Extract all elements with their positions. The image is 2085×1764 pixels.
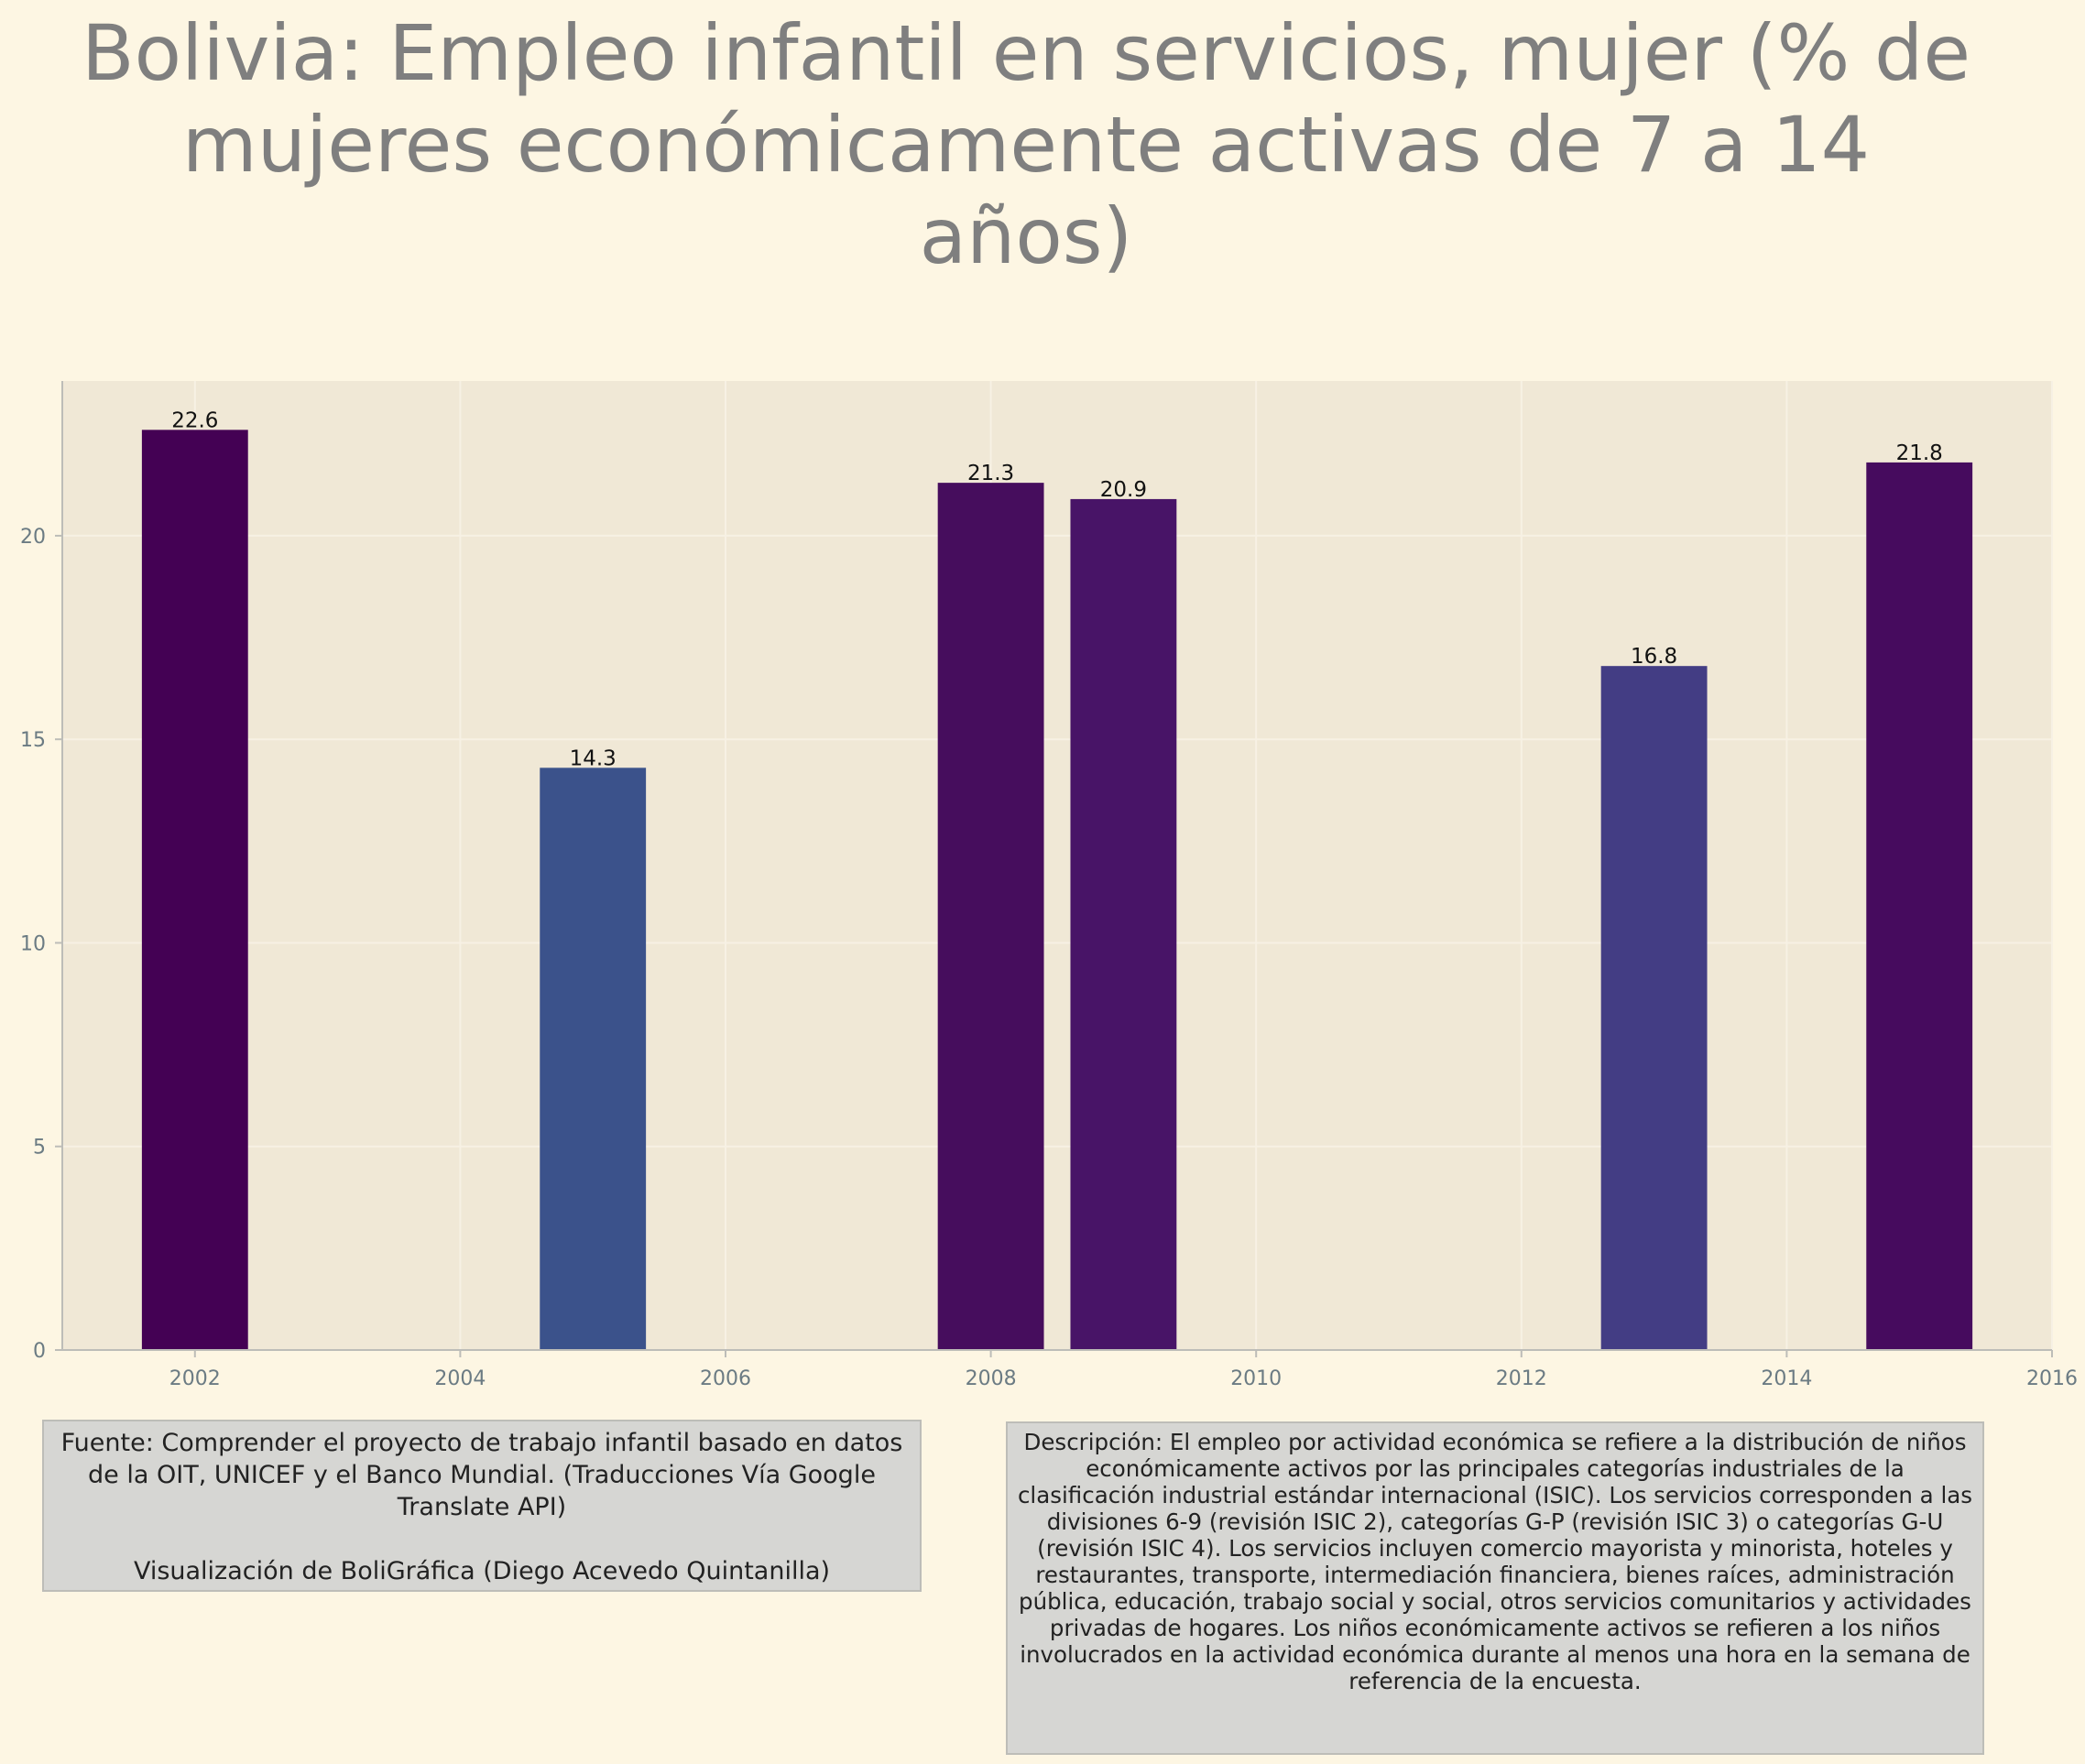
data-label-2013: 16.8 — [1631, 645, 1677, 669]
y-tick-label: 15 — [20, 729, 46, 752]
x-tick-label: 2008 — [966, 1367, 1017, 1390]
data-labels: 22.6 14.3 21.3 20.9 16.8 21.8 — [171, 408, 1943, 770]
bar-chart: 22.614.321.320.916.821.8 2002 2004 2006 200… — [20, 381, 2078, 1390]
x-tick-label: 2006 — [700, 1367, 751, 1390]
source-text: Fuente: Comprender el proyecto de trabaj… — [60, 1429, 903, 1521]
bar-2015 — [1866, 462, 1973, 1350]
bar-2005 — [540, 768, 647, 1350]
axes: 2002 2004 2006 2008 2010 2012 2014 2016 0 5 10 15 20 — [20, 381, 2078, 1390]
credit-text: Visualización de BoliGráfica (Diego Acev… — [133, 1557, 831, 1585]
bar-2008 — [937, 483, 1044, 1350]
y-tick-label: 20 — [20, 526, 46, 549]
x-tick-label: 2016 — [2026, 1367, 2078, 1390]
source-box: Fuente: Comprender el proyecto de trabaj… — [42, 1420, 922, 1592]
description-text: Descripción: El empleo por actividad eco… — [1017, 1429, 1973, 1694]
x-tick-label: 2012 — [1496, 1367, 1547, 1390]
bars — [141, 430, 1973, 1350]
chart-title: Bolivia: Empleo infantil en servicios, m… — [81, 8, 1971, 281]
x-tick-label: 2014 — [1761, 1367, 1812, 1390]
data-label-2002: 22.6 — [171, 408, 218, 432]
data-label-2008: 21.3 — [967, 462, 1014, 485]
x-tick-label: 2002 — [169, 1367, 221, 1390]
bar-2009 — [1070, 498, 1177, 1350]
x-tick-label: 2004 — [434, 1367, 486, 1390]
bar-2002 — [141, 430, 248, 1350]
description-box: Descripción: El empleo por actividad eco… — [1006, 1421, 1984, 1755]
y-tick-label: 10 — [20, 932, 46, 955]
x-tick-label: 2010 — [1230, 1367, 1282, 1390]
data-label-2015: 21.8 — [1896, 441, 1943, 465]
data-label-2005: 14.3 — [570, 746, 617, 770]
y-tick-label: 5 — [33, 1137, 46, 1160]
y-tick-label: 0 — [33, 1340, 46, 1363]
plot-background — [62, 381, 2052, 1350]
bar-2013 — [1600, 666, 1708, 1350]
data-label-2009: 20.9 — [1100, 478, 1147, 502]
